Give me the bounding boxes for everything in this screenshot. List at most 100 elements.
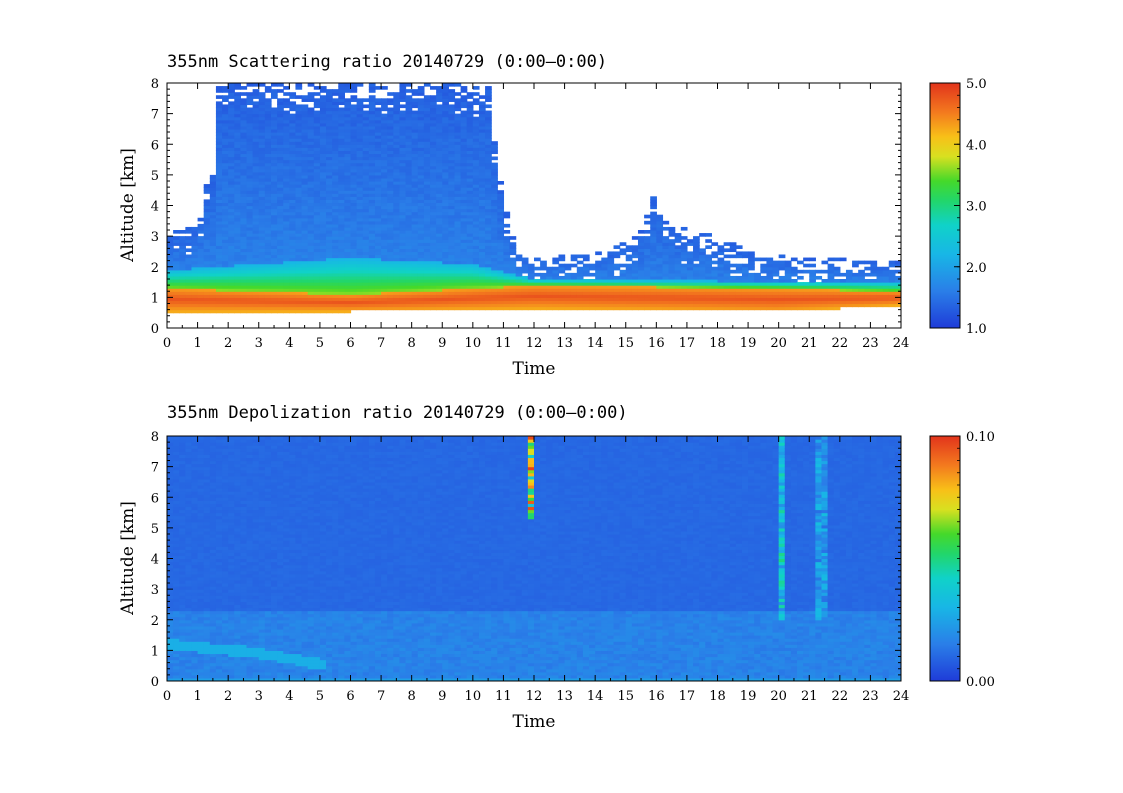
heatmap-cell — [478, 193, 486, 197]
heatmap-cell — [289, 135, 297, 139]
heatmap-cell — [368, 147, 376, 151]
heatmap-cell — [313, 285, 321, 289]
heatmap-cell — [179, 297, 186, 302]
heatmap-cell — [307, 187, 315, 191]
heatmap-cell — [699, 288, 706, 292]
heatmap-cell — [570, 257, 578, 262]
heatmap-cell — [417, 257, 425, 262]
heatmap-cell — [387, 275, 394, 280]
heatmap-cell — [301, 291, 309, 295]
heatmap-cell — [399, 233, 407, 237]
heatmap-cell — [368, 83, 376, 87]
heatmap-cell — [589, 272, 596, 277]
heatmap-cell — [332, 260, 339, 265]
heatmap-cell — [289, 174, 297, 179]
heatmap-cell — [240, 242, 248, 246]
heatmap-cell — [270, 119, 278, 124]
heatmap-cell — [558, 279, 566, 283]
heatmap-cell — [876, 279, 884, 283]
heatmap-cell — [656, 275, 664, 280]
heatmap-cell — [167, 641, 174, 645]
heatmap-cell — [405, 181, 413, 185]
heatmap-cell — [167, 576, 174, 581]
heatmap-cell — [332, 297, 339, 302]
heatmap-cell — [313, 233, 321, 237]
heatmap-cell — [485, 239, 492, 243]
heatmap-cell — [417, 220, 425, 225]
heatmap-cell — [423, 226, 431, 231]
heatmap-cell — [326, 223, 333, 228]
heatmap-cell — [858, 275, 865, 280]
heatmap-cell — [277, 217, 284, 222]
heatmap-cell — [374, 297, 382, 302]
heatmap-cell — [442, 190, 449, 194]
heatmap-cell — [368, 190, 376, 194]
heatmap-cell — [295, 83, 303, 87]
heatmap-cell — [228, 226, 235, 231]
heatmap-cell — [344, 122, 352, 127]
heatmap-cell — [460, 144, 468, 148]
heatmap-cell — [454, 217, 462, 222]
heatmap-cell — [307, 193, 315, 197]
heatmap-cell — [454, 251, 462, 256]
heatmap-cell — [644, 248, 651, 253]
heatmap-cell — [405, 242, 413, 246]
heatmap-cell — [277, 153, 284, 158]
heatmap-cell — [252, 181, 260, 185]
heatmap-cell — [252, 211, 260, 216]
heatmap-cell — [283, 141, 290, 145]
heatmap-cell — [436, 257, 443, 262]
heatmap-cell — [833, 294, 841, 298]
heatmap-cell — [191, 288, 199, 292]
heatmap-cell — [234, 239, 241, 243]
heatmap-cell — [381, 177, 388, 182]
heatmap-cell — [203, 279, 211, 283]
heatmap-cell — [723, 282, 731, 286]
heatmap-cell — [381, 128, 388, 133]
heatmap-cell — [870, 285, 878, 289]
heatmap-cell — [478, 101, 486, 106]
heatmap-cell — [374, 110, 382, 115]
heatmap-cell — [167, 460, 174, 465]
heatmap-cell — [650, 217, 657, 222]
heatmap-cell — [277, 199, 284, 204]
heatmap-cell — [809, 263, 816, 268]
heatmap-cell — [319, 242, 327, 246]
heatmap-cell — [460, 171, 468, 176]
heatmap-cell — [283, 196, 290, 200]
heatmap-cell — [723, 269, 731, 274]
heatmap-cell — [423, 272, 431, 277]
heatmap-cell — [173, 260, 180, 265]
heatmap-cell — [760, 285, 768, 289]
heatmap-cell — [167, 552, 174, 557]
heatmap-cell — [374, 279, 382, 283]
heatmap-cell — [362, 122, 370, 127]
heatmap-cell — [686, 251, 694, 256]
heatmap-cell — [680, 251, 688, 256]
heatmap-cell — [478, 242, 486, 246]
heatmap-cell — [417, 174, 425, 179]
heatmap-cell — [283, 260, 290, 265]
heatmap-cell — [283, 245, 290, 249]
heatmap-cell — [509, 248, 517, 253]
heatmap-cell — [326, 263, 333, 268]
heatmap-cell — [534, 257, 541, 262]
heatmap-cell — [405, 104, 413, 109]
heatmap-cell — [472, 138, 480, 142]
heatmap-cell — [350, 187, 358, 191]
heatmap-cell — [760, 269, 768, 274]
heatmap-cell — [405, 220, 413, 225]
y-tick-label: 2 — [151, 261, 159, 276]
heatmap-cell — [760, 297, 768, 302]
heatmap-cell — [295, 260, 303, 265]
heatmap-cell — [295, 190, 303, 194]
heatmap-cell — [301, 193, 309, 197]
heatmap-cell — [338, 125, 345, 130]
heatmap-cell — [258, 138, 266, 142]
heatmap-cell — [362, 156, 370, 161]
heatmap-cell — [234, 181, 241, 185]
heatmap-cell — [215, 128, 223, 133]
heatmap-cell — [772, 288, 780, 292]
heatmap-cell — [668, 263, 676, 268]
heatmap-cell — [344, 174, 352, 179]
